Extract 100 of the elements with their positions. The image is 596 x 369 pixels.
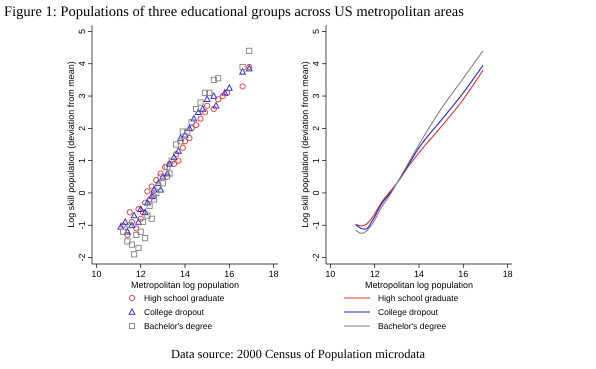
point: [212, 102, 220, 108]
point: [138, 216, 144, 222]
point: [194, 108, 202, 115]
point: [226, 84, 233, 91]
point: [133, 232, 140, 238]
point: [158, 174, 164, 180]
point: [197, 99, 204, 106]
point: [193, 122, 200, 128]
point: [131, 251, 138, 258]
point: [140, 218, 146, 226]
point: [224, 90, 230, 96]
x-tick-label: 16: [458, 269, 468, 279]
point: [215, 96, 222, 102]
point: [146, 196, 153, 202]
point: [120, 228, 126, 235]
point: [204, 96, 210, 102]
y-tick-label: 1: [77, 158, 87, 164]
point: [148, 216, 155, 222]
point: [128, 218, 135, 226]
point: [190, 115, 198, 122]
point: [180, 128, 186, 135]
point: [170, 160, 177, 167]
point: [164, 174, 170, 180]
point: [144, 212, 150, 219]
point: [130, 212, 138, 218]
point: [155, 180, 162, 186]
point: [186, 134, 192, 142]
point: [144, 199, 151, 206]
y-tick-label: -2: [77, 254, 87, 262]
point: [126, 222, 133, 228]
y-tick-label: 4: [77, 61, 87, 66]
y-tick-label: -2: [311, 254, 321, 262]
x-axis-title: Metropolitan log population: [130, 280, 240, 290]
point: [124, 228, 131, 234]
point: [202, 90, 208, 96]
point: [150, 196, 158, 202]
point: [240, 83, 246, 90]
x-tick-label: 12: [136, 269, 146, 279]
x-tick-label: 14: [180, 269, 190, 279]
point: [135, 206, 142, 212]
point: [177, 134, 184, 141]
y-tick-label: 5: [77, 28, 87, 34]
point: [193, 106, 200, 112]
point: [120, 222, 126, 228]
source-note: Data source: 2000 Census of Population microdata: [170, 347, 426, 361]
point: [175, 158, 182, 164]
legend-label: Bachelor's degree: [144, 321, 213, 331]
point: [180, 144, 186, 151]
point: [135, 244, 142, 251]
legend-label: College dropout: [378, 307, 439, 317]
point: [199, 105, 206, 112]
legend-label: High school graduate: [144, 293, 225, 303]
y-tick-label: -1: [311, 221, 321, 230]
point: [144, 188, 150, 194]
point: [206, 90, 212, 96]
point: [153, 190, 160, 196]
point: [182, 138, 188, 144]
point: [126, 209, 133, 216]
point: [155, 183, 162, 190]
y-tick-label: 2: [77, 126, 87, 131]
point: [197, 116, 204, 122]
y-tick-label: 4: [311, 61, 321, 66]
point: [150, 193, 158, 200]
point: [188, 118, 195, 125]
x-tick-label: 10: [325, 269, 336, 279]
legend-label: College dropout: [144, 307, 205, 317]
legend-label: Bachelor's degree: [378, 321, 447, 331]
point: [240, 64, 246, 70]
point: [173, 141, 180, 148]
point: [188, 125, 195, 132]
point: [128, 222, 136, 228]
point: [137, 206, 144, 212]
x-tick-label: 16: [224, 269, 234, 279]
y-tick-label: 0: [77, 190, 87, 196]
y-tick-label: 2: [311, 126, 321, 131]
point: [204, 102, 210, 109]
point: [164, 170, 171, 176]
y-tick-label: 5: [311, 28, 321, 34]
point: [222, 89, 228, 96]
point: [202, 109, 208, 116]
point: [133, 225, 140, 232]
point: [128, 242, 135, 248]
point: [239, 68, 246, 75]
point: [148, 192, 156, 199]
point: [175, 147, 182, 154]
point: [246, 48, 252, 54]
y-tick-label: -1: [77, 221, 87, 230]
x-tick-label: 14: [414, 269, 424, 279]
point: [178, 138, 184, 144]
x-tick-label: 18: [502, 269, 513, 279]
point: [215, 75, 222, 82]
point: [182, 131, 188, 138]
y-axis-title: Log skill population (deviation from mean): [300, 61, 310, 228]
y-axis-title: Log skill population (deviation from mean): [66, 61, 76, 228]
y-tick-label: 3: [311, 94, 321, 99]
point: [184, 128, 190, 135]
point: [170, 154, 178, 160]
point: [135, 218, 142, 225]
point: [124, 238, 130, 244]
point: [168, 158, 175, 164]
